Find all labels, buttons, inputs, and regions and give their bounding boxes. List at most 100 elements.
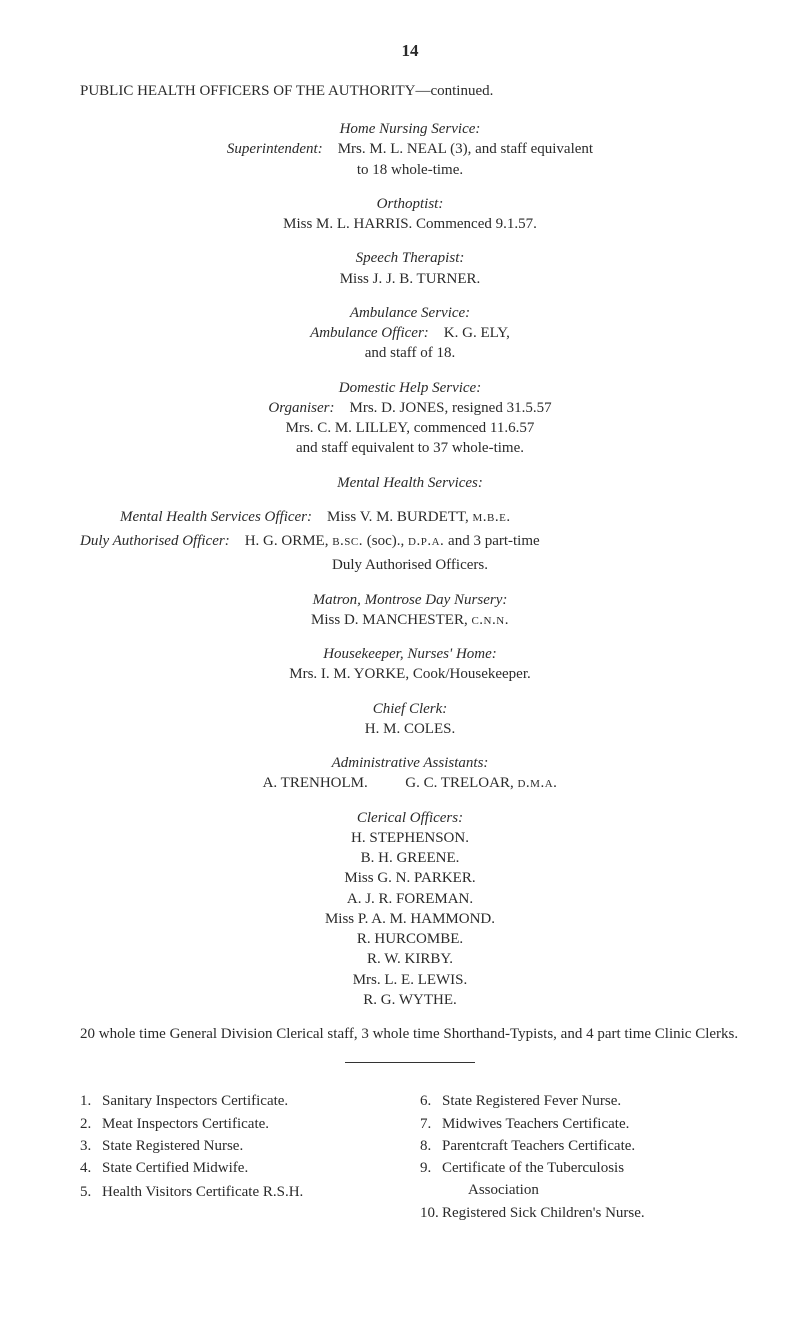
footnote-line: 3.State Registered Nurse. — [80, 1136, 400, 1156]
admin-section: Administrative Assistants: A. TRENHOLM. … — [80, 753, 740, 794]
domestic-line2: Mrs. C. M. LILLEY, commenced 11.6.57 — [80, 418, 740, 438]
mental-line3: Duly Authorised Officers. — [80, 555, 740, 575]
footnote-line: 6.State Registered Fever Nurse. — [420, 1091, 740, 1111]
clerical-item: A. J. R. FOREMAN. — [80, 889, 740, 909]
orthoptist-text: Miss M. L. HARRIS. Commenced 9.1.57. — [80, 214, 740, 234]
ambulance-line2: and staff of 18. — [80, 343, 740, 363]
domestic-text1: Mrs. D. JONES, resigned 31.5.57 — [350, 400, 552, 416]
clerical-item: H. STEPHENSON. — [80, 828, 740, 848]
home-nursing-text: Mrs. M. L. NEAL (3), and staff equivalen… — [338, 141, 593, 157]
footnote-num: 6. — [420, 1091, 442, 1111]
mental-title: Mental Health Services: — [80, 473, 740, 493]
footnote-num: 9. — [420, 1158, 442, 1178]
matron-name: Miss D. MANCHESTER, — [311, 612, 471, 628]
footnote-line: 1.Sanitary Inspectors Certificate. — [80, 1091, 400, 1111]
ambulance-section: Ambulance Service: Ambulance Officer: K.… — [80, 303, 740, 364]
mental-line2: Duly Authorised Officer: H. G. ORME, b.s… — [80, 531, 740, 551]
housekeeper-text: Mrs. I. M. YORKE, Cook/Housekeeper. — [80, 664, 740, 684]
footnote-line: 7.Midwives Teachers Certificate. — [420, 1114, 740, 1134]
mental-text2a: H. G. ORME, — [245, 533, 333, 549]
footnote-num: 7. — [420, 1114, 442, 1134]
footnote-line: 5.Health Visitors Certificate R.S.H. — [80, 1182, 400, 1202]
footnote-text: Midwives Teachers Certificate. — [442, 1114, 740, 1134]
domestic-section: Domestic Help Service: Organiser: Mrs. D… — [80, 378, 740, 459]
duly-auth-label: Duly Authorised Officer: — [80, 533, 230, 549]
orthoptist-title: Orthoptist: — [80, 194, 740, 214]
footnote-num: 1. — [80, 1091, 102, 1111]
footnote-text: State Registered Nurse. — [102, 1136, 400, 1156]
footnote-line: 9.Certificate of the Tuberculosis — [420, 1158, 740, 1178]
mental-text2c: and 3 part-time — [444, 533, 539, 549]
footnote-num: 10. — [420, 1203, 442, 1223]
home-nursing-section: Home Nursing Service: Superintendent: Mr… — [80, 119, 740, 180]
admin-left: A. TRENHOLM. — [263, 775, 368, 791]
footnote-line: 10.Registered Sick Children's Nurse. — [420, 1203, 740, 1223]
speech-title: Speech Therapist: — [80, 248, 740, 268]
bsc: b.sc. — [332, 533, 363, 549]
clerical-title: Clerical Officers: — [80, 808, 740, 828]
orthoptist-section: Orthoptist: Miss M. L. HARRIS. Commenced… — [80, 194, 740, 235]
home-nursing-line1: Superintendent: Mrs. M. L. NEAL (3), and… — [80, 139, 740, 159]
footnote-line: Association — [420, 1180, 740, 1200]
admin-title: Administrative Assistants: — [80, 753, 740, 773]
dma: d.m.a. — [517, 775, 557, 791]
matron-title: Matron, Montrose Day Nursery: — [80, 590, 740, 610]
footnote-text: Certificate of the Tuberculosis — [442, 1158, 740, 1178]
footnote-text: Sanitary Inspectors Certificate. — [102, 1091, 400, 1111]
chief-clerk-title: Chief Clerk: — [80, 699, 740, 719]
footnote-text: Meat Inspectors Certificate. — [102, 1114, 400, 1134]
speech-text: Miss J. J. B. TURNER. — [80, 269, 740, 289]
speech-section: Speech Therapist: Miss J. J. B. TURNER. — [80, 248, 740, 289]
domestic-title: Domestic Help Service: — [80, 378, 740, 398]
clerical-item: Miss P. A. M. HAMMOND. — [80, 909, 740, 929]
cnn: c.n.n. — [471, 612, 508, 628]
footnote-text: Health Visitors Certificate R.S.H. — [102, 1182, 400, 1202]
chief-clerk-text: H. M. COLES. — [80, 719, 740, 739]
home-nursing-title: Home Nursing Service: — [80, 119, 740, 139]
mental-text1: Miss V. M. BURDETT, — [327, 509, 472, 525]
footnotes-right-col: 6.State Registered Fever Nurse.7.Midwive… — [420, 1091, 740, 1225]
ambulance-line1: Ambulance Officer: K. G. ELY, — [80, 323, 740, 343]
clerical-item: Mrs. L. E. LEWIS. — [80, 970, 740, 990]
housekeeper-section: Housekeeper, Nurses' Home: Mrs. I. M. YO… — [80, 644, 740, 685]
summary-text: 20 whole time General Division Clerical … — [80, 1024, 740, 1044]
footnote-num: 2. — [80, 1114, 102, 1134]
footnote-text: State Certified Midwife. — [102, 1158, 400, 1178]
footnote-num: 4. — [80, 1158, 102, 1178]
clerical-item: Miss G. N. PARKER. — [80, 868, 740, 888]
footnote-num: 3. — [80, 1136, 102, 1156]
footnote-text: Association — [468, 1180, 740, 1200]
home-nursing-line2: to 18 whole-time. — [80, 160, 740, 180]
footnote-num: 8. — [420, 1136, 442, 1156]
footnotes: 1.Sanitary Inspectors Certificate.2.Meat… — [80, 1091, 740, 1225]
footnote-line: 2.Meat Inspectors Certificate. — [80, 1114, 400, 1134]
domestic-line3: and staff equivalent to 37 whole-time. — [80, 438, 740, 458]
footnote-text: Parentcraft Teachers Certificate. — [442, 1136, 740, 1156]
mental-text2b: (soc)., — [363, 533, 408, 549]
page-number: 14 — [80, 40, 740, 63]
ambulance-officer-label: Ambulance Officer: — [310, 325, 429, 341]
housekeeper-title: Housekeeper, Nurses' Home: — [80, 644, 740, 664]
matron-text: Miss D. MANCHESTER, c.n.n. — [80, 610, 740, 630]
footnote-text: State Registered Fever Nurse. — [442, 1091, 740, 1111]
mental-line1: Mental Health Services Officer: Miss V. … — [120, 507, 740, 527]
ambulance-title: Ambulance Service: — [80, 303, 740, 323]
admin-right: G. C. TRELOAR, — [405, 775, 517, 791]
clerical-section: Clerical Officers: H. STEPHENSON. B. H. … — [80, 808, 740, 1011]
footnote-text: Registered Sick Children's Nurse. — [442, 1203, 740, 1223]
dpa: d.p.a. — [408, 533, 444, 549]
clerical-item: B. H. GREENE. — [80, 848, 740, 868]
mental-section: Mental Health Services: — [80, 473, 740, 493]
mbe: m.b.e. — [472, 509, 510, 525]
clerical-item: R. HURCOMBE. — [80, 929, 740, 949]
mental-officer-label: Mental Health Services Officer: — [120, 509, 312, 525]
matron-section: Matron, Montrose Day Nursery: Miss D. MA… — [80, 590, 740, 631]
footnote-line: 4.State Certified Midwife. — [80, 1158, 400, 1178]
ambulance-text: K. G. ELY, — [444, 325, 510, 341]
domestic-line1: Organiser: Mrs. D. JONES, resigned 31.5.… — [80, 398, 740, 418]
main-heading: PUBLIC HEALTH OFFICERS OF THE AUTHORITY—… — [80, 81, 740, 101]
chief-clerk-section: Chief Clerk: H. M. COLES. — [80, 699, 740, 740]
footnote-line: 8.Parentcraft Teachers Certificate. — [420, 1136, 740, 1156]
clerical-item: R. W. KIRBY. — [80, 949, 740, 969]
organiser-label: Organiser: — [268, 400, 334, 416]
